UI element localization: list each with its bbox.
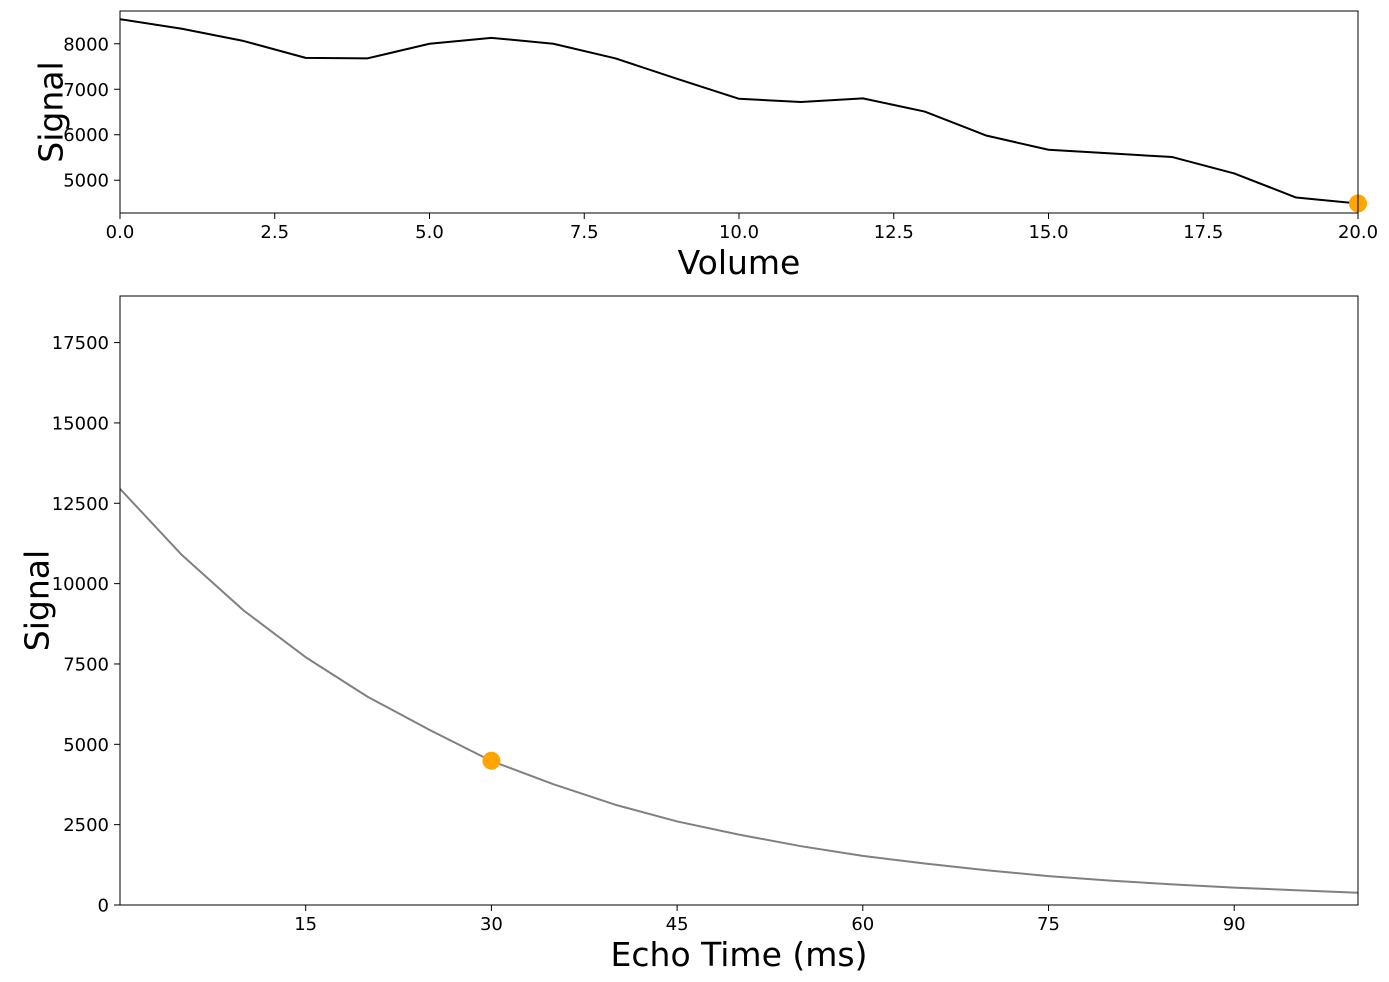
chart-1-y-tick-label: 8000 — [63, 34, 109, 55]
chart-1-x-tick-label: 5.0 — [415, 222, 444, 243]
chart-1-x-tick-label: 12.5 — [874, 222, 914, 243]
chart-1-series-line-1 — [120, 18, 1358, 205]
chart-1-y-tick-label: 6000 — [63, 125, 109, 146]
chart-2-x-tick-label: 60 — [851, 914, 874, 935]
chart-1-x-tick-label: 17.5 — [1183, 222, 1223, 243]
chart-1-x-axis-label: Volume — [678, 243, 801, 282]
chart-2-y-tick-label: 7500 — [63, 654, 109, 675]
chart-1-x-tick-label: 15.0 — [1028, 222, 1068, 243]
chart-2-y-tick-label: 17500 — [52, 333, 109, 354]
chart-1-x-tick-label: 10.0 — [719, 222, 759, 243]
chart-2-y-tick-label: 0 — [98, 896, 109, 917]
chart-2-y-tick-label: 5000 — [63, 735, 109, 756]
chart-1-y-tick-label: 7000 — [63, 80, 109, 101]
chart-1-x-tick-label: 0.0 — [106, 222, 135, 243]
chart-1: 0.0 2.5 5.0 7.5 10.0 12.5 15.0 17.5 20.0 5000 6000… — [32, 10, 1378, 282]
chart-2-y-axis-label: Signal — [18, 550, 57, 651]
chart-2-y-tick-label: 10000 — [52, 574, 109, 595]
chart-2-y-tick-label: 12500 — [52, 494, 109, 515]
chart-1-y-axis-label: Signal — [32, 61, 71, 162]
chart-1-x-tick-label: 7.5 — [570, 222, 599, 243]
chart-2-x-tick-label: 30 — [480, 914, 503, 935]
chart-2-x-tick-label: 45 — [666, 914, 689, 935]
chart-2-marker-point-1 — [482, 751, 501, 770]
chart-2: 15 30 45 60 75 90 0 2500 5000 7500 10000 12500 15000… — [18, 295, 1359, 974]
chart-1-y-tick-label: 5000 — [63, 171, 109, 192]
chart-2-y-tick-label: 2500 — [63, 815, 109, 836]
chart-1-x-tick-label: 20.0 — [1338, 222, 1378, 243]
chart-2-x-tick-label: 75 — [1037, 914, 1060, 935]
chart-1-x-tick-label: 2.5 — [260, 222, 289, 243]
chart-2-plot-frame — [119, 295, 1359, 906]
chart-2-x-axis-label: Echo Time (ms) — [611, 935, 868, 974]
chart-2-x-tick-label: 90 — [1223, 914, 1246, 935]
chart-2-series-line-1 — [120, 488, 1358, 894]
chart-2-y-tick-label: 15000 — [52, 413, 109, 434]
chart-1-plot-frame — [119, 10, 1359, 214]
chart-2-x-tick-label: 15 — [294, 914, 317, 935]
